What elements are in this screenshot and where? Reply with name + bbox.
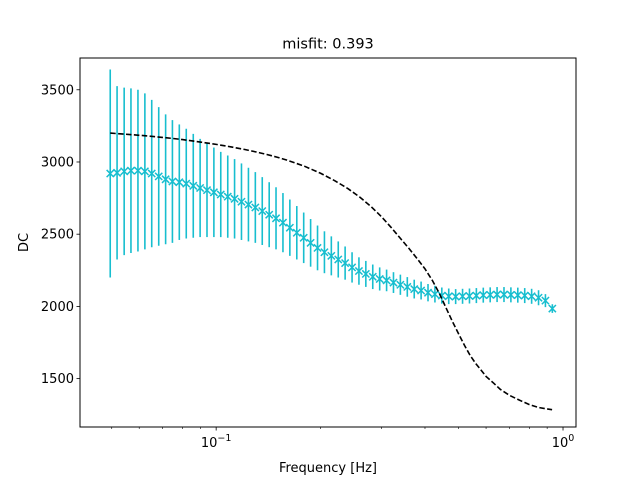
data-point-marker	[416, 286, 426, 295]
x-axis-label: Frequency [Hz]	[279, 461, 377, 476]
y-tick-label: 1500	[41, 372, 74, 387]
data-point-marker	[472, 291, 481, 300]
data-point-marker	[396, 280, 405, 289]
data-point-marker	[382, 276, 391, 285]
data-point-marker	[120, 167, 129, 176]
data-point-marker	[444, 292, 453, 301]
data-point-marker	[451, 292, 460, 301]
data-point-marker	[506, 290, 516, 299]
data-point-marker	[534, 293, 543, 302]
data-point-marker	[486, 290, 495, 299]
data-point-marker	[189, 181, 198, 190]
data-point-marker	[147, 169, 156, 178]
data-point-marker	[513, 291, 522, 300]
x-tick-label: 100	[552, 433, 575, 451]
data-point-marker	[223, 192, 232, 201]
data-point-marker	[154, 172, 163, 181]
data-point-marker	[168, 177, 177, 186]
data-point-marker	[361, 269, 370, 279]
data-point-marker	[251, 203, 260, 212]
data-point-marker	[520, 291, 529, 300]
data-point-marker	[182, 179, 191, 188]
series-layer	[106, 69, 557, 411]
data-point-marker	[479, 291, 488, 300]
data-point-marker	[133, 166, 143, 175]
data-point-marker	[334, 255, 343, 264]
data-point-marker	[126, 166, 136, 175]
data-point-marker	[548, 304, 557, 313]
data-point-marker	[340, 258, 350, 268]
x-tick-label: 10−1	[201, 433, 232, 451]
chart-title: misfit: 0.393	[282, 37, 374, 53]
y-tick-label: 3000	[41, 155, 74, 170]
data-point-marker	[423, 288, 433, 297]
data-point-marker	[306, 238, 315, 247]
data-point-marker	[458, 292, 467, 301]
data-point-marker	[161, 175, 170, 184]
data-point-marker	[202, 186, 212, 195]
model-dashed-line	[110, 132, 553, 411]
data-point-marker	[265, 210, 274, 219]
data-point-marker	[465, 291, 474, 301]
data-point-marker	[175, 178, 184, 187]
data-point-marker	[354, 266, 364, 276]
data-point-marker	[320, 248, 329, 257]
data-point-marker	[430, 290, 440, 299]
data-point-marker	[527, 292, 536, 301]
data-point-marker	[299, 233, 308, 242]
data-point-marker	[499, 290, 509, 299]
data-point-marker	[209, 188, 219, 197]
data-point-marker	[347, 263, 357, 272]
data-point-marker	[285, 223, 294, 232]
data-point-marker	[140, 167, 150, 176]
data-point-marker	[541, 296, 550, 305]
observed-series	[106, 69, 557, 313]
data-point-marker	[271, 214, 281, 223]
axes-layer: 1500 2000 2500 3000 3500 10−1 100	[41, 83, 574, 451]
data-point-marker	[389, 278, 398, 287]
data-point-marker	[258, 206, 267, 216]
plot-frame	[79, 57, 577, 428]
data-point-marker	[492, 290, 502, 299]
y-axis-label: DC	[17, 233, 32, 252]
data-point-marker	[278, 218, 288, 227]
data-point-marker	[195, 183, 205, 193]
data-point-marker	[410, 284, 419, 294]
data-point-marker	[106, 169, 115, 178]
data-point-marker	[237, 197, 246, 206]
data-point-marker	[112, 168, 122, 177]
data-point-marker	[327, 251, 336, 260]
data-point-marker	[313, 243, 322, 253]
data-point-marker	[292, 228, 301, 237]
data-point-marker	[437, 291, 446, 300]
data-point-marker	[368, 272, 377, 281]
data-point-marker	[216, 190, 225, 199]
data-point-marker	[403, 282, 412, 292]
y-tick-label: 2500	[41, 228, 74, 243]
y-tick-label: 3500	[41, 83, 74, 98]
data-point-marker	[244, 200, 253, 209]
data-point-marker	[230, 194, 239, 203]
data-point-marker	[375, 274, 384, 284]
y-tick-label: 2000	[41, 300, 74, 315]
